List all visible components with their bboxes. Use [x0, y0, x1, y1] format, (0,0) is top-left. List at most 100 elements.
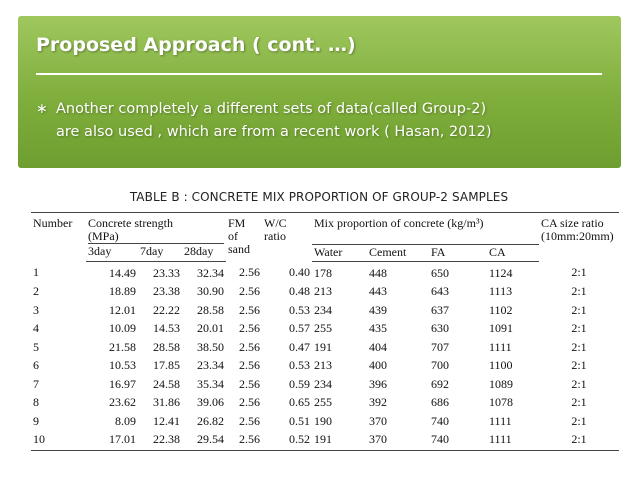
cell-cement: 435	[369, 321, 387, 335]
cell-3day: 10.53	[109, 358, 136, 372]
bullet-line-1: Another completely a different sets of d…	[56, 101, 487, 117]
cell-fm: 2.56	[239, 321, 260, 335]
cell-fm: 2.56	[239, 339, 260, 354]
header-ca: CA	[487, 244, 539, 262]
cell-cement: 400	[369, 358, 387, 372]
cell-3day: 8.09	[115, 413, 136, 428]
cell-water: 190	[314, 413, 332, 428]
cell-wc: 0.47	[289, 339, 310, 354]
header-ca-ratio-line2: (10mm:20mm)	[541, 229, 614, 243]
cell-ca-ratio: 2:1	[539, 430, 619, 451]
cell-ca-ratio: 2:1	[571, 339, 587, 354]
cell-wc: 0.53	[289, 358, 310, 372]
cell-ca-ratio: 2:1	[571, 302, 587, 317]
cell-number: 9	[33, 413, 39, 428]
table-row: 3 12.01 22.22 28.58 2.56 0.53 234 439 637 1102 2:1	[31, 301, 619, 320]
cell-fa: 650	[431, 265, 449, 280]
cell-ca-ratio: 2:1	[571, 265, 587, 279]
cell-water: 191	[312, 430, 367, 451]
cell-number: 3	[33, 302, 39, 317]
bullet-line-2: are also used , which are from a recent …	[56, 124, 492, 140]
cell-cement: 370	[369, 413, 387, 428]
header-ca-ratio: CA size ratio (10mm:20mm)	[539, 213, 619, 262]
cell-fm: 2.56	[239, 358, 260, 372]
cell-wc: 0.51	[289, 413, 310, 428]
cell-cement: 404	[369, 339, 387, 354]
cell-wc: 0.65	[289, 395, 310, 409]
cell-number: 5	[33, 339, 39, 354]
cell-water: 255	[314, 321, 332, 335]
header-wc: W/C ratio	[262, 213, 312, 262]
cell-ca-ratio: 2:1	[571, 376, 587, 391]
header-ca-ratio-line1: CA size ratio	[541, 216, 604, 230]
cell-28day: 32.34	[197, 265, 224, 280]
cell-3day: 14.49	[109, 265, 136, 280]
cell-cement: 396	[369, 376, 387, 391]
cell-fa: 637	[431, 302, 449, 317]
header-strength: Concrete strength (MPa)	[86, 213, 226, 244]
header-fm-line2: of	[228, 229, 238, 243]
header-water: Water	[312, 244, 367, 262]
table-row: 1 14.49 23.33 32.34 2.56 0.40 178 448 650 1124 2:1	[31, 261, 619, 282]
cell-number: 4	[33, 321, 39, 335]
cell-number: 2	[33, 284, 39, 298]
cell-7day: 24.58	[153, 376, 180, 391]
cell-number: 1	[33, 265, 39, 279]
header-7day: 7day	[138, 244, 182, 262]
header-fm-line1: FM	[228, 216, 246, 230]
cell-3day: 23.62	[109, 395, 136, 409]
cell-ca: 1089	[489, 376, 513, 391]
cell-28day: 39.06	[197, 395, 224, 409]
cell-ca: 1111	[487, 430, 539, 451]
cell-28day: 26.82	[197, 413, 224, 428]
cell-ca-ratio: 2:1	[571, 358, 587, 372]
cell-fa: 700	[431, 358, 449, 372]
cell-fm: 2.56	[239, 376, 260, 391]
cell-wc: 0.48	[289, 284, 310, 298]
cell-28day: 28.58	[197, 302, 224, 317]
cell-fm: 2.56	[239, 395, 260, 409]
cell-7day: 12.41	[153, 413, 180, 428]
cell-cement: 439	[369, 302, 387, 317]
cell-28day: 35.34	[197, 376, 224, 391]
cell-fm: 2.56	[226, 430, 262, 451]
header-3day: 3day	[86, 244, 138, 262]
cell-fm: 2.56	[239, 284, 260, 298]
cell-ca: 1113	[489, 284, 513, 298]
table-row: 8 23.62 31.86 39.06 2.56 0.65 255 392 686 1078 2:1	[31, 393, 619, 412]
cell-7day: 23.33	[153, 265, 180, 280]
cell-water: 191	[314, 339, 332, 354]
cell-3day: 12.01	[109, 302, 136, 317]
cell-ca: 1078	[489, 395, 513, 409]
cell-7day: 14.53	[153, 321, 180, 335]
cell-number: 7	[33, 376, 39, 391]
cell-fa: 630	[431, 321, 449, 335]
cell-ca: 1124	[489, 265, 513, 280]
cell-ca: 1100	[489, 358, 513, 372]
table-row: 2 18.89 23.38 30.90 2.56 0.48 213 443 643 1113 2:1	[31, 282, 619, 301]
cell-ca: 1102	[489, 302, 513, 317]
cell-fa: 740	[431, 413, 449, 428]
cell-ca-ratio: 2:1	[571, 321, 587, 335]
cell-3day: 16.97	[109, 376, 136, 391]
cell-number: 6	[33, 358, 39, 372]
cell-7day: 28.58	[153, 339, 180, 354]
cell-water: 213	[314, 284, 332, 298]
header-fm-line3: sand	[228, 242, 250, 256]
table-row: 9 8.09 12.41 26.82 2.56 0.51 190 370 740 1111 2:1	[31, 412, 619, 431]
cell-fm: 2.56	[239, 413, 260, 428]
cell-7day: 31.86	[153, 395, 180, 409]
cell-wc: 0.40	[289, 265, 310, 279]
cell-cement: 443	[369, 284, 387, 298]
title-divider	[36, 73, 602, 75]
bullet-text: ∗ Another completely a different sets of …	[36, 98, 596, 144]
cell-28day: 30.90	[197, 284, 224, 298]
cell-water: 255	[314, 395, 332, 409]
cell-ca-ratio: 2:1	[571, 413, 587, 428]
cell-ca-ratio: 2:1	[571, 284, 587, 298]
cell-3day: 21.58	[109, 339, 136, 354]
cell-fa: 740	[429, 430, 487, 451]
header-cement: Cement	[367, 244, 429, 262]
cell-28day: 20.01	[197, 321, 224, 335]
cell-ca: 1111	[489, 339, 512, 354]
